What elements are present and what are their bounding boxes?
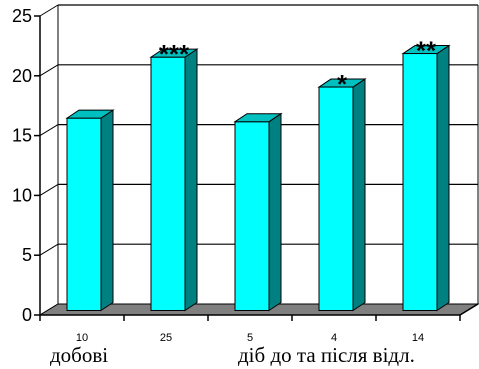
y-tick-label: 0 <box>22 305 32 325</box>
y-tick-label: 15 <box>12 126 32 146</box>
bar-top <box>317 78 367 88</box>
bar-front <box>66 117 102 311</box>
group-label-days-before-after: діб до та після відл. <box>238 343 415 367</box>
bar-front <box>234 121 270 311</box>
x-tick-label: 4 <box>331 332 337 344</box>
bar <box>401 44 451 312</box>
y-tick-label: 20 <box>12 66 32 86</box>
gridline-diagonal <box>39 183 59 196</box>
bar <box>149 48 199 312</box>
x-tick-label: 10 <box>76 332 88 344</box>
gridline-diagonal <box>39 243 59 256</box>
bar-side <box>268 112 282 312</box>
bar-front <box>318 86 354 311</box>
x-tick-label: 25 <box>160 332 172 344</box>
x-tick-label: 14 <box>412 332 424 344</box>
x-axis-depth <box>459 303 479 316</box>
y-tick-label: 5 <box>22 245 32 265</box>
gridline-diagonal <box>39 124 59 137</box>
significance-mark: *** <box>159 39 190 69</box>
bar-front <box>402 53 438 311</box>
bar-top <box>233 113 283 123</box>
y-tick-label: 10 <box>12 185 32 205</box>
y-tick-label: 25 <box>12 6 32 26</box>
x-tick-label: 5 <box>247 332 253 344</box>
bar-top <box>149 48 199 58</box>
bars <box>65 44 451 312</box>
significance-mark: ** <box>416 36 437 66</box>
bar-side <box>352 78 366 312</box>
bar-side <box>436 44 450 312</box>
bar-front <box>150 56 186 312</box>
axes: 0 5 10 15 20 25 <box>12 6 479 325</box>
gridline-diagonal <box>39 64 59 77</box>
bar <box>317 78 367 312</box>
significance-mark: * <box>337 69 348 99</box>
group-label-daily: добові <box>50 343 109 367</box>
bar-top <box>65 109 115 119</box>
bar <box>233 112 283 312</box>
bar-side <box>184 48 198 312</box>
bar <box>65 109 115 312</box>
bar-side <box>100 109 114 312</box>
labels: 10 *** 25 5 * 4 ** 14 <box>76 36 437 344</box>
bar-top <box>401 45 451 55</box>
gridline-diagonal <box>39 4 59 17</box>
